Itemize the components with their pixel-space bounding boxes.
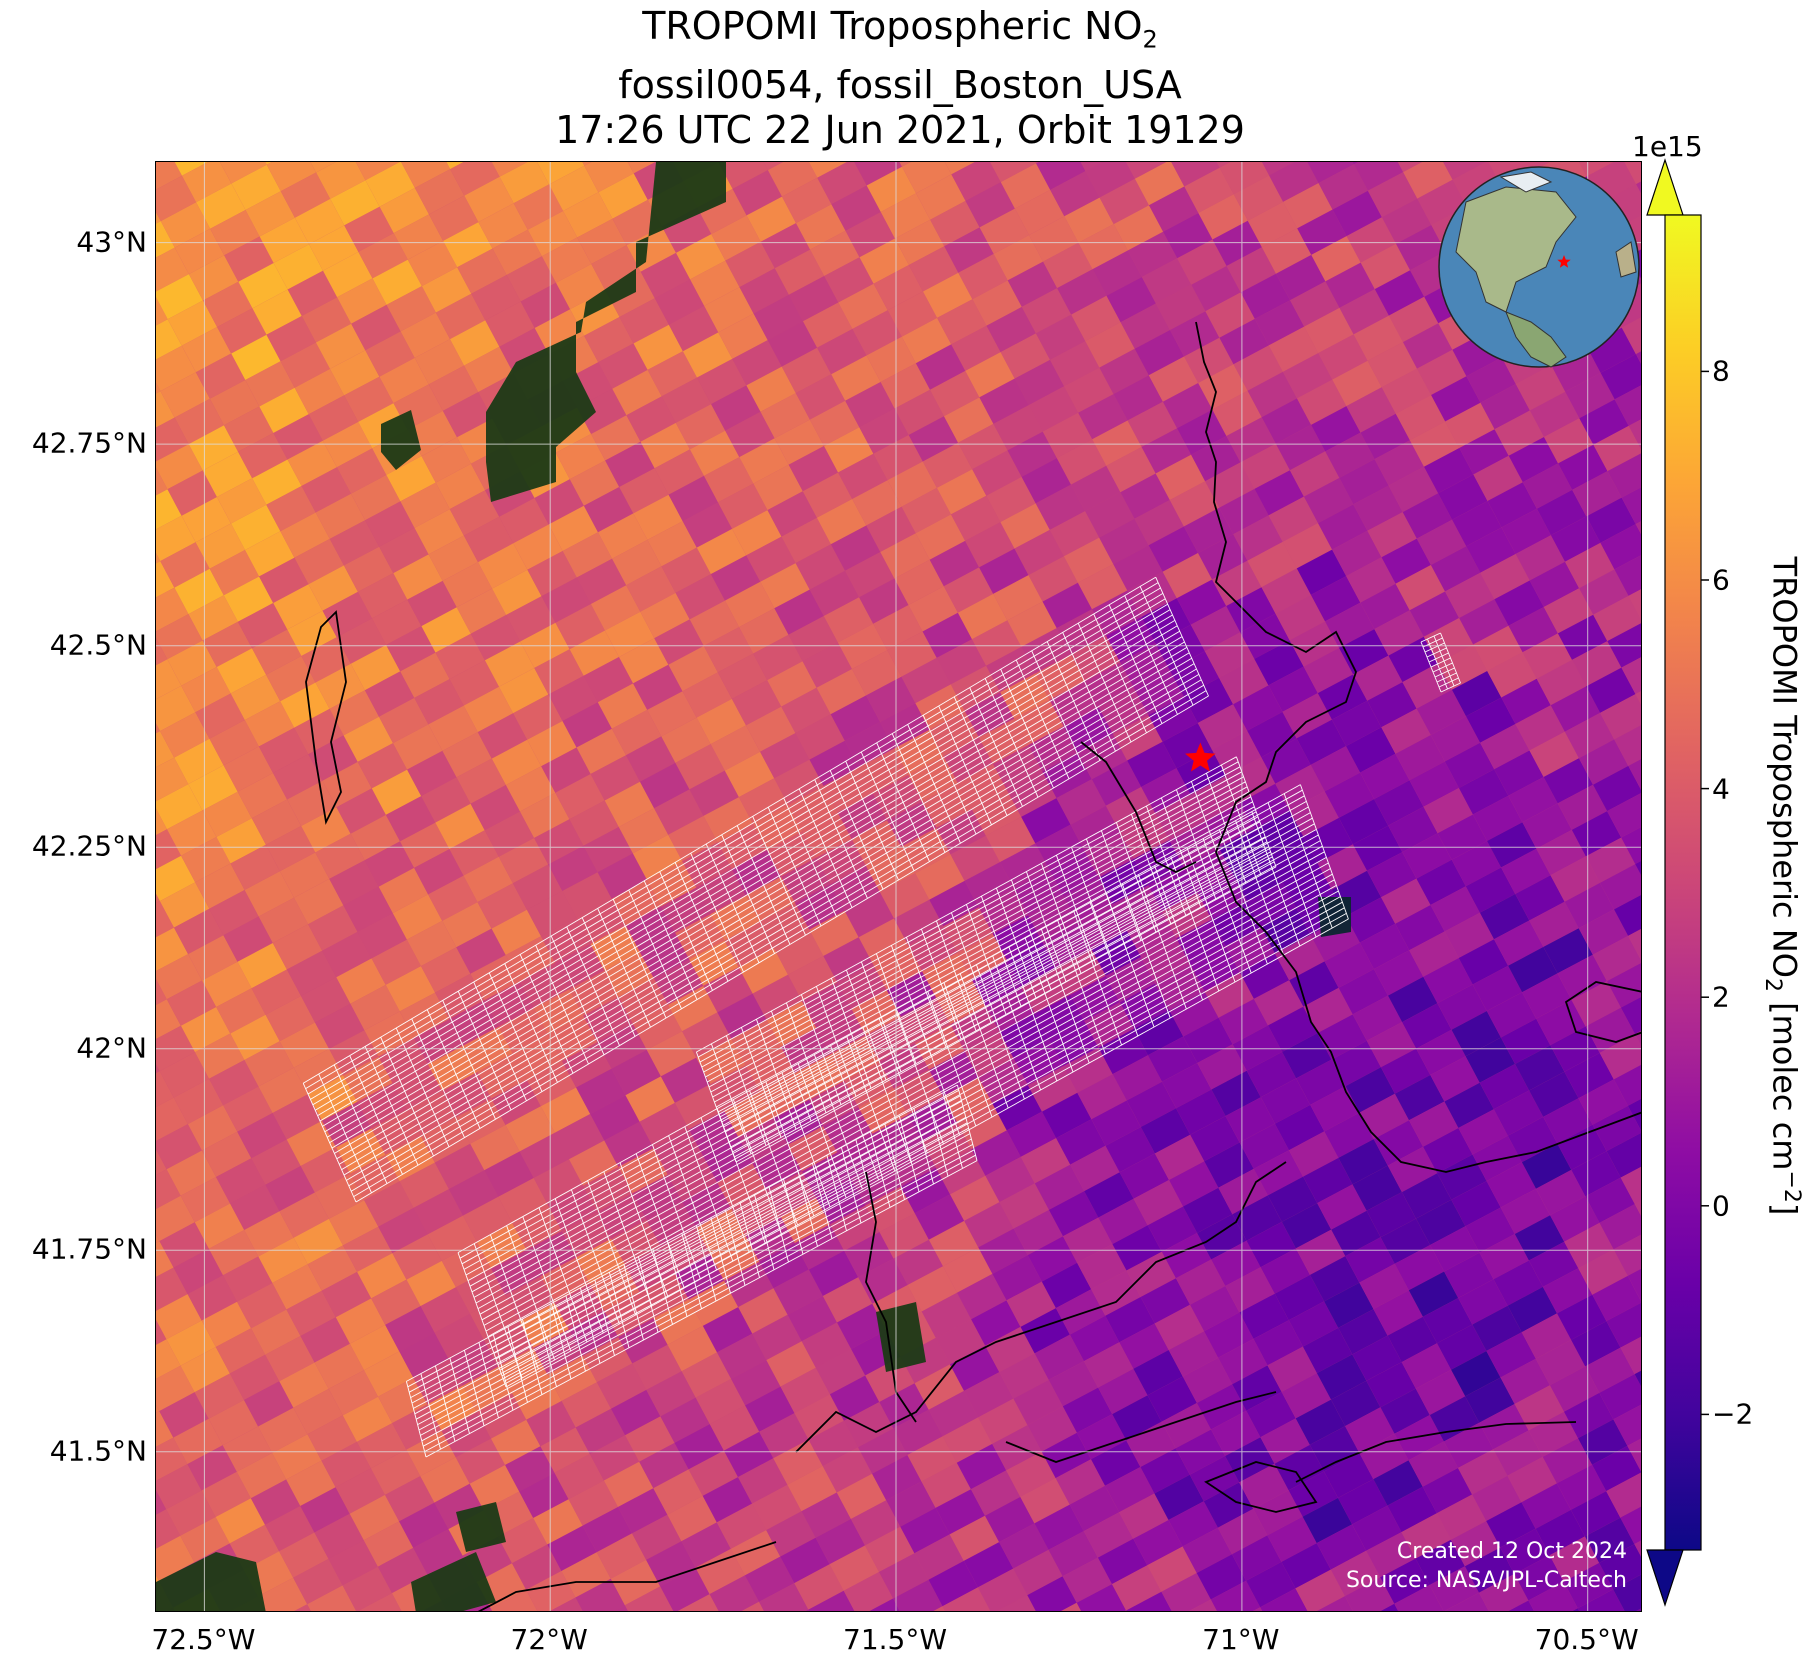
colorbar-tick-label: 2 <box>1712 981 1730 1014</box>
colorbar-tick-label: 4 <box>1712 772 1730 805</box>
map-panel <box>155 161 1642 1612</box>
colorbar-extend-top <box>1647 160 1683 215</box>
colorbar-tick-label: 6 <box>1712 564 1730 597</box>
latitude-tick-label: 42.75°N <box>32 427 147 460</box>
colorbar-extend-bottom <box>1647 1550 1683 1605</box>
title-line-3: 17:26 UTC 22 Jun 2021, Orbit 19129 <box>155 108 1645 153</box>
colorbar-body <box>1665 215 1701 1550</box>
no2-pixel-layer <box>156 162 1642 1612</box>
source-credit: Source: NASA/JPL-Caltech <box>1346 1566 1627 1595</box>
colorbar-label: TROPOMI Tropospheric NO2 [molec cm−2] <box>1760 557 1804 1216</box>
latitude-tick-label: 42.5°N <box>50 628 147 661</box>
latitude-tick-label: 43°N <box>76 225 147 258</box>
latitude-tick-label: 41.75°N <box>32 1233 147 1266</box>
chart-title: TROPOMI Tropospheric NO2 fossil0054, fos… <box>155 4 1645 153</box>
longitude-tick-label: 70.5°W <box>1535 1623 1639 1656</box>
longitude-tick-label: 71°W <box>1202 1623 1279 1656</box>
latitude-tick-label: 41.5°N <box>50 1434 147 1467</box>
colorbar-tick-label: 8 <box>1712 355 1730 388</box>
credits: Created 12 Oct 2024 Source: NASA/JPL-Cal… <box>1346 1537 1627 1595</box>
created-date: Created 12 Oct 2024 <box>1346 1537 1627 1566</box>
latitude-tick-label: 42°N <box>76 1031 147 1064</box>
longitude-tick-label: 72°W <box>511 1623 588 1656</box>
no2-map <box>156 162 1642 1612</box>
latitude-tick-label: 42.25°N <box>32 830 147 863</box>
inset-globe <box>1439 167 1639 367</box>
longitude-tick-label: 72.5°W <box>151 1623 255 1656</box>
colorbar-exponent: 1e15 <box>1632 130 1703 163</box>
colorbar-tick-label: 0 <box>1712 1189 1730 1222</box>
title-line-1: TROPOMI Tropospheric NO2 <box>155 4 1645 63</box>
title-line-2: fossil0054, fossil_Boston_USA <box>155 63 1645 108</box>
colorbar-ticks <box>1701 371 1709 1414</box>
colorbar-tick-label: −2 <box>1712 1398 1753 1431</box>
longitude-tick-label: 71.5°W <box>843 1623 947 1656</box>
